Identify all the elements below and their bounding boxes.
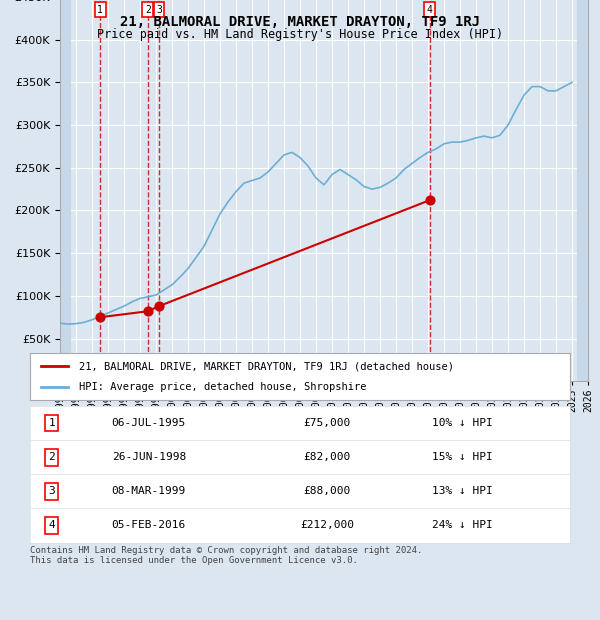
- Text: Price paid vs. HM Land Registry's House Price Index (HPI): Price paid vs. HM Land Registry's House …: [97, 28, 503, 41]
- Text: 05-FEB-2016: 05-FEB-2016: [112, 520, 186, 531]
- Text: £88,000: £88,000: [304, 486, 350, 497]
- Text: 2: 2: [145, 4, 151, 15]
- Polygon shape: [577, 0, 588, 381]
- Text: £82,000: £82,000: [304, 452, 350, 463]
- Text: 4: 4: [48, 520, 55, 531]
- Point: [95, 312, 105, 322]
- Point: [143, 306, 152, 316]
- Text: 15% ↓ HPI: 15% ↓ HPI: [431, 452, 493, 463]
- Point: [425, 195, 434, 205]
- Text: 08-MAR-1999: 08-MAR-1999: [112, 486, 186, 497]
- Text: 21, BALMORAL DRIVE, MARKET DRAYTON, TF9 1RJ (detached house): 21, BALMORAL DRIVE, MARKET DRAYTON, TF9 …: [79, 361, 454, 371]
- Text: 3: 3: [156, 4, 162, 15]
- Text: Contains HM Land Registry data © Crown copyright and database right 2024.
This d: Contains HM Land Registry data © Crown c…: [30, 546, 422, 565]
- Text: 24% ↓ HPI: 24% ↓ HPI: [431, 520, 493, 531]
- Text: 4: 4: [427, 4, 433, 15]
- Text: 1: 1: [97, 4, 103, 15]
- Text: 3: 3: [48, 486, 55, 497]
- Text: £212,000: £212,000: [300, 520, 354, 531]
- Text: 13% ↓ HPI: 13% ↓ HPI: [431, 486, 493, 497]
- Text: 2: 2: [48, 452, 55, 463]
- Polygon shape: [60, 0, 71, 381]
- Text: HPI: Average price, detached house, Shropshire: HPI: Average price, detached house, Shro…: [79, 382, 366, 392]
- Text: £75,000: £75,000: [304, 418, 350, 428]
- Text: 06-JUL-1995: 06-JUL-1995: [112, 418, 186, 428]
- Text: 10% ↓ HPI: 10% ↓ HPI: [431, 418, 493, 428]
- Text: 1: 1: [48, 418, 55, 428]
- Text: 21, BALMORAL DRIVE, MARKET DRAYTON, TF9 1RJ: 21, BALMORAL DRIVE, MARKET DRAYTON, TF9 …: [120, 16, 480, 30]
- Text: 26-JUN-1998: 26-JUN-1998: [112, 452, 186, 463]
- Point: [154, 301, 164, 311]
